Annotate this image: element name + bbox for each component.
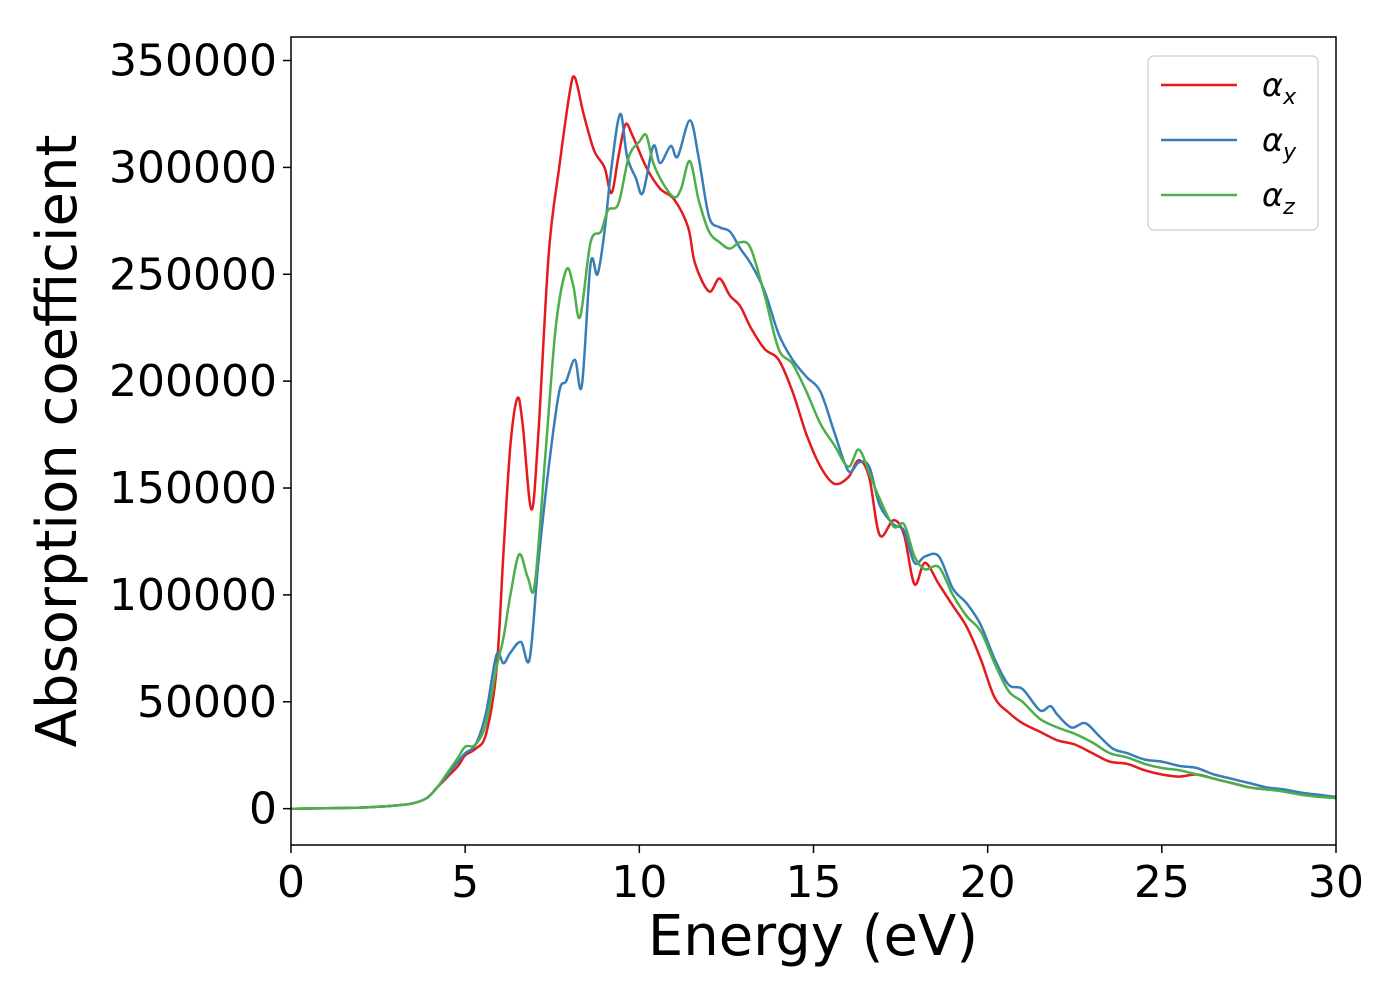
x-tick-label: 5 [451,857,479,908]
x-tick-label: 20 [960,857,1016,908]
y-tick-label: 250000 [109,249,277,300]
legend-label-y: αy [1262,121,1297,165]
x-axis-ticks: 0 5 10 15 20 25 30 [277,845,1364,908]
x-axis-title: Energy (eV) [648,904,978,969]
x-tick-label: 30 [1308,857,1364,908]
y-tick-label: 200000 [109,356,277,407]
y-axis-title: Absorption coefficient [25,135,90,748]
y-axis-ticks: 0 50000 100000 150000 200000 250000 300000 3500… [109,36,291,835]
x-tick-label: 0 [277,857,305,908]
y-tick-label: 150000 [109,463,277,514]
x-tick-label: 25 [1134,857,1190,908]
legend-subscript: z [1282,195,1295,220]
y-tick-label: 300000 [109,142,277,193]
series-layer [290,75,1337,810]
y-tick-label: 0 [249,784,277,835]
x-tick-label: 10 [611,857,667,908]
legend-symbol: α [1262,121,1283,159]
legend-subscript: y [1282,140,1297,165]
series-line-z [290,133,1337,810]
legend-label-x: αx [1262,66,1297,110]
y-tick-label: 50000 [137,677,277,728]
y-tick-label: 350000 [109,36,277,87]
series-line-x [290,75,1337,810]
x-tick-label: 15 [786,857,842,908]
y-tick-label: 100000 [109,570,277,621]
legend-label-z: αz [1262,176,1295,220]
series-line-y [290,112,1337,810]
legend-symbol: α [1262,176,1283,214]
legend-symbol: α [1262,66,1283,104]
legend-box [1147,55,1319,231]
legend-subscript: x [1282,85,1297,110]
